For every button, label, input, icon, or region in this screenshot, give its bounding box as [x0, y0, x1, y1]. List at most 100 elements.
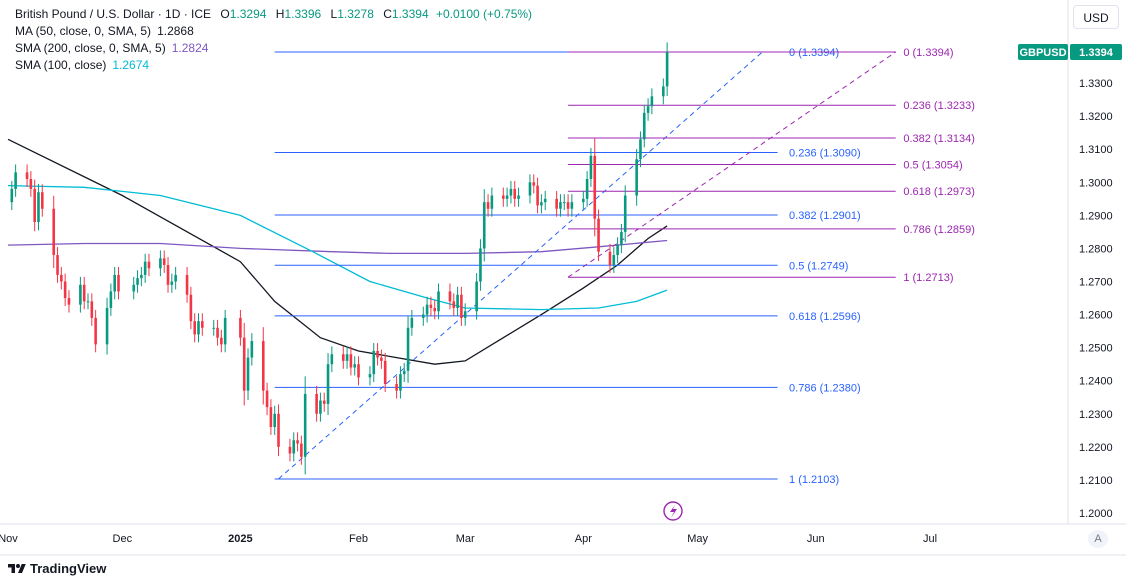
- candle-body: [86, 301, 90, 303]
- candle-body: [406, 327, 410, 371]
- candle-body: [52, 208, 56, 256]
- candle-body: [136, 278, 139, 285]
- tradingview-logo[interactable]: TradingView: [8, 561, 106, 576]
- moving-average-line: [7, 138, 668, 365]
- fib-blue-level-label: 1 (1.2103): [789, 474, 839, 486]
- candle-body: [326, 364, 330, 404]
- candle-body: [212, 327, 216, 329]
- y-tick-label: 1.2200: [1079, 442, 1113, 454]
- candle-body: [368, 374, 372, 378]
- candle-body: [612, 255, 616, 265]
- candle-body: [330, 354, 334, 365]
- candle-body: [486, 202, 490, 209]
- y-tick-label: 1.2000: [1079, 508, 1113, 520]
- candle-body: [502, 195, 505, 199]
- candle-body: [170, 281, 174, 285]
- candle-body: [509, 188, 513, 196]
- candle-body: [650, 96, 654, 107]
- candle-body: [536, 185, 539, 206]
- candle-body: [383, 360, 387, 385]
- legend-indicator-ma50[interactable]: MA (50, close, 0, SMA, 5) 1.2868: [15, 23, 532, 40]
- fib-purple-level-label: 0.786 (1.2859): [903, 224, 975, 236]
- brand-name: TradingView: [30, 561, 107, 576]
- y-tick-label: 1.2400: [1079, 376, 1113, 388]
- candle-body: [63, 281, 67, 299]
- x-tick-label: Jun: [807, 533, 825, 545]
- candle-body: [242, 337, 246, 391]
- candle-body: [132, 284, 136, 292]
- x-tick-label: May: [687, 533, 708, 545]
- fib-blue-level-label: 0.5 (1.2749): [789, 260, 848, 272]
- fib-blue-level-label: 0.618 (1.2596): [789, 311, 861, 323]
- legend-indicator-sma100[interactable]: SMA (100, close) 1.2674: [15, 57, 532, 74]
- moving-average-line: [7, 184, 668, 311]
- indicator-label: SMA (200, close, 0, SMA, 5): [15, 41, 166, 55]
- moving-average-line: [7, 239, 668, 255]
- candle-body: [562, 202, 566, 204]
- candle-body: [174, 274, 177, 282]
- open-key: O: [220, 7, 230, 21]
- candle-body: [201, 321, 204, 328]
- candle-body: [185, 274, 189, 295]
- candle-body: [585, 178, 589, 199]
- candle-body: [662, 86, 665, 97]
- candle-body: [25, 172, 29, 179]
- candle-body: [639, 139, 642, 160]
- candle-body: [10, 188, 14, 203]
- candle-body: [277, 413, 280, 447]
- candle-body: [635, 159, 638, 196]
- candle-body: [380, 357, 383, 361]
- candle-body: [543, 198, 547, 203]
- y-tick-label: 1.2500: [1079, 343, 1113, 355]
- candle-body: [140, 274, 143, 279]
- candle-body: [353, 364, 357, 368]
- candle-body: [14, 172, 17, 189]
- candle-body: [269, 407, 273, 428]
- candle-body: [559, 202, 562, 209]
- candle-body: [288, 446, 292, 454]
- candle-body: [117, 274, 120, 292]
- candle-body: [623, 195, 627, 232]
- candle-body: [399, 374, 402, 391]
- legend-indicator-sma200[interactable]: SMA (200, close, 0, SMA, 5) 1.2824: [15, 40, 532, 57]
- candle-body: [349, 354, 353, 368]
- fib-blue-level-label: 0.236 (1.3090): [789, 148, 861, 160]
- candle-body: [250, 341, 254, 358]
- close-value: 1.3394: [391, 7, 429, 21]
- fib-purple-level-label: 1 (1.2713): [903, 272, 953, 284]
- high-value: 1.3396: [284, 7, 322, 21]
- auto-scale-button[interactable]: A: [1088, 530, 1108, 548]
- candle-body: [448, 291, 452, 302]
- symbol-badge: [1018, 44, 1068, 60]
- candle-body: [479, 248, 482, 282]
- candle-body: [265, 390, 269, 408]
- candle-body: [570, 202, 574, 209]
- x-tick-label: 2025: [228, 533, 252, 545]
- x-tick-label: Nov: [0, 533, 18, 545]
- candle-body: [261, 341, 265, 391]
- candle-body: [322, 400, 326, 404]
- candle-body: [143, 261, 147, 275]
- candle-body: [376, 350, 379, 358]
- y-tick-label: 1.3300: [1079, 78, 1113, 90]
- symbol-title: British Pound / U.S. Dollar · 1D · ICE: [15, 7, 212, 21]
- fib-purple-level-label: 0.236 (1.3233): [903, 100, 975, 112]
- x-tick-label: Mar: [456, 533, 475, 545]
- candle-body: [56, 255, 59, 275]
- low-key: L: [330, 7, 338, 21]
- candle-body: [105, 307, 109, 345]
- y-tick-label: 1.2600: [1079, 310, 1113, 322]
- candle-body: [517, 195, 520, 199]
- candle-body: [94, 317, 97, 345]
- candle-body: [82, 284, 86, 302]
- candle-body: [463, 311, 467, 318]
- x-tick-label: Feb: [349, 533, 368, 545]
- candle-body: [620, 231, 623, 246]
- candle-body: [67, 298, 71, 305]
- fib-purple-level-label: 0.618 (1.2973): [903, 186, 975, 198]
- currency-button[interactable]: USD: [1073, 5, 1119, 29]
- chart-legend: British Pound / U.S. Dollar · 1D · ICE O…: [15, 6, 532, 74]
- candle-body: [608, 251, 612, 265]
- y-tick-label: 1.3200: [1079, 111, 1113, 123]
